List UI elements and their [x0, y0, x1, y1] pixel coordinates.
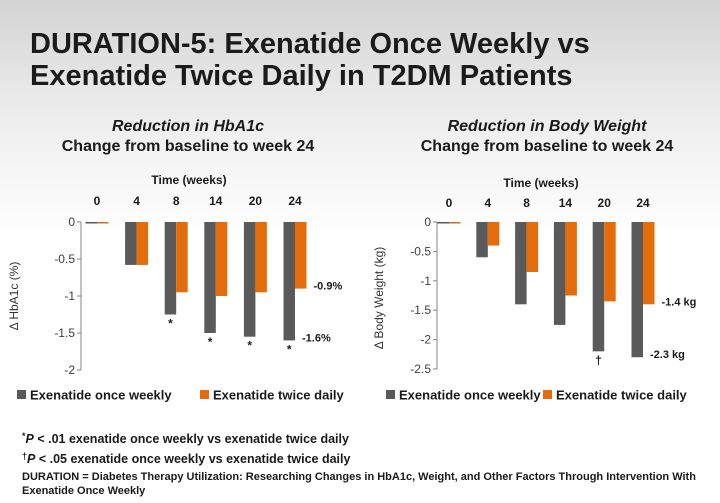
legend-swatch-twice-daily	[200, 390, 209, 399]
bar-exenatide-once-weekly-week-20	[243, 222, 256, 337]
footnote-p-symbol: P	[27, 452, 36, 466]
y-tick-label: -0.5	[410, 244, 431, 258]
data-label: -1.4 kg	[662, 296, 697, 308]
bar-exenatide-twice-daily-week-24	[295, 222, 307, 289]
body-weight-plot-marks: 0 -0.5 -1 -1.5 -2 -2.5 0 4 8 14 20 24 † -1.4 kg -2.3 k…	[410, 196, 696, 376]
y-tick-label: -2.5	[410, 362, 431, 376]
hba1c-plot-marks: 0 -0.5 -1 -1.5 -2 0 4 8 14 20 24 * * * * -0.9% -1.6%	[54, 194, 342, 377]
y-tick-label: 0	[68, 215, 75, 229]
x-tick-label-week-20: 20	[249, 194, 263, 208]
body-weight-x-axis-label: Time (weeks)	[503, 176, 578, 190]
x-tick-label-week-24: 24	[288, 194, 302, 208]
bar-exenatide-twice-daily-week-8	[176, 222, 188, 293]
hba1c-chart-subtitle: Change from baseline to week 24	[62, 138, 315, 155]
legend-swatch-once-weekly	[17, 390, 26, 399]
footnote-mark: †	[22, 451, 28, 461]
hba1c-chart-title: Reduction in HbA1c	[112, 118, 264, 135]
bar-exenatide-twice-daily-week-20	[604, 222, 616, 302]
data-label: -2.3 kg	[650, 349, 685, 361]
significance-mark: *	[168, 317, 173, 331]
bar-exenatide-once-weekly-week-24	[631, 222, 643, 358]
y-tick-label: -1.5	[410, 303, 431, 317]
bar-exenatide-once-weekly-week-4	[476, 222, 488, 258]
acronym-definition: DURATION = Diabetes Therapy Utilization:…	[22, 471, 696, 497]
legend-label-once-weekly: Exenatide once weekly	[30, 388, 172, 403]
y-tick-label: -1.5	[54, 326, 75, 340]
bar-exenatide-once-weekly-week-8	[515, 222, 527, 305]
x-tick-label-week-0: 0	[94, 194, 101, 208]
significance-mark: *	[208, 335, 213, 349]
body-weight-y-axis-label: Δ Body Weight (kg)	[372, 247, 386, 350]
body-weight-chart-title: Reduction in Body Weight	[448, 118, 647, 135]
legend-label-twice-daily: Exenatide twice daily	[556, 388, 688, 403]
footnote-text: < .05 exenatide once weekly vs exenatide…	[35, 452, 351, 466]
y-tick-label: -2	[420, 333, 431, 347]
data-label: -0.9%	[314, 281, 343, 293]
x-tick-label-week-4: 4	[133, 194, 140, 208]
data-label: -1.6%	[302, 332, 331, 344]
legend-swatch-once-weekly	[386, 390, 395, 399]
x-tick-label-week-24: 24	[636, 196, 650, 210]
y-tick-label: -0.5	[54, 252, 75, 266]
hba1c-x-axis-label: Time (weeks)	[151, 173, 226, 187]
body-weight-chart: Reduction in Body Weight Change from bas…	[372, 118, 696, 403]
footnote-mark: *	[22, 431, 26, 441]
bar-exenatide-once-weekly-week-8	[164, 222, 177, 315]
bar-exenatide-once-weekly-week-14	[553, 222, 566, 325]
legend-label-once-weekly: Exenatide once weekly	[399, 388, 541, 403]
x-tick-label-week-4: 4	[484, 196, 491, 210]
x-tick-label-week-20: 20	[598, 196, 612, 210]
bar-exenatide-twice-daily-week-0	[449, 222, 461, 224]
x-tick-label-week-14: 14	[559, 196, 573, 210]
y-tick-label: -1	[64, 289, 75, 303]
body-weight-legend: Exenatide once weekly Exenatide twice da…	[386, 388, 688, 403]
bar-exenatide-twice-daily-week-4	[136, 222, 149, 265]
hba1c-chart: Reduction in HbA1c Change from baseline …	[7, 118, 345, 403]
bar-exenatide-once-weekly-week-14	[204, 222, 216, 333]
x-tick-label-week-8: 8	[523, 196, 530, 210]
bar-exenatide-once-weekly-week-20	[592, 222, 605, 352]
footnote-p-symbol: P	[25, 432, 34, 446]
footnotes: *P < .01 exenatide once weekly vs exenat…	[22, 428, 350, 468]
legend-swatch-twice-daily	[543, 390, 552, 399]
bar-exenatide-twice-daily-week-24	[643, 222, 655, 305]
hba1c-y-axis-label: Δ HbA1c (%)	[7, 262, 21, 331]
y-tick-label: -2	[64, 363, 75, 377]
x-tick-label-week-14: 14	[209, 194, 223, 208]
legend-label-twice-daily: Exenatide twice daily	[213, 388, 345, 403]
bar-exenatide-twice-daily-week-14	[565, 222, 577, 296]
significance-mark: †	[595, 353, 602, 367]
bar-exenatide-once-weekly-week-0	[85, 222, 97, 224]
x-tick-label-week-0: 0	[446, 196, 453, 210]
y-tick-label: -1	[420, 274, 431, 288]
x-tick-label-week-8: 8	[173, 194, 180, 208]
hba1c-legend: Exenatide once weekly Exenatide twice da…	[17, 388, 345, 403]
bar-exenatide-once-weekly-week-0	[437, 222, 449, 224]
bar-exenatide-once-weekly-week-24	[283, 222, 295, 341]
bar-exenatide-twice-daily-week-20	[255, 222, 267, 293]
footnote-text: < .01 exenatide once weekly vs exenatide…	[33, 432, 349, 446]
bar-exenatide-twice-daily-week-14	[215, 222, 228, 296]
bar-exenatide-twice-daily-week-0	[97, 222, 109, 224]
y-tick-label: 0	[424, 215, 431, 229]
footnote-p-01: *P < .01 exenatide once weekly vs exenat…	[22, 428, 350, 448]
bar-exenatide-twice-daily-week-8	[526, 222, 539, 272]
slide-title: DURATION-5: Exenatide Once Weekly vs Exe…	[30, 28, 590, 92]
significance-mark: *	[247, 339, 252, 353]
body-weight-chart-subtitle: Change from baseline to week 24	[421, 138, 674, 155]
bar-exenatide-once-weekly-week-4	[125, 222, 137, 265]
significance-mark: *	[287, 342, 292, 356]
bar-exenatide-twice-daily-week-4	[487, 222, 500, 246]
footnote-p-05: †P < .05 exenatide once weekly vs exenat…	[22, 448, 350, 468]
